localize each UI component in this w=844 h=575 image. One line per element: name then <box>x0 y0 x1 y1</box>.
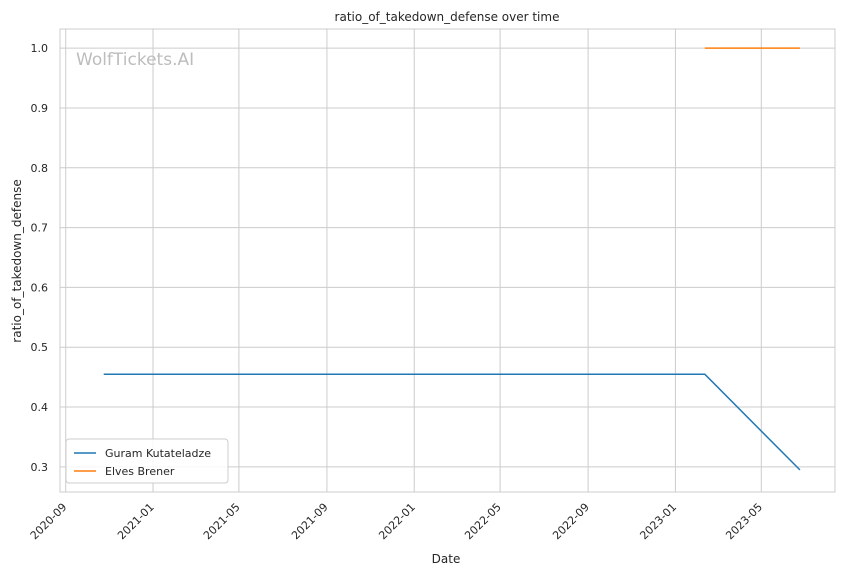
plot-area-frame <box>59 28 836 493</box>
x-tick-label: 2022-01 <box>376 501 418 543</box>
y-tick-label: 0.5 <box>31 341 49 354</box>
x-tick-label: 2021-05 <box>201 501 243 543</box>
y-tick-label: 0.6 <box>31 281 49 294</box>
watermark: WolfTickets.AI <box>76 50 194 70</box>
x-tick-label: 2022-05 <box>462 501 504 543</box>
legend-box <box>65 438 229 484</box>
y-axis-title: ratio_of_takedown_defense <box>10 179 24 342</box>
series-line-guram-kutateladze <box>103 373 801 471</box>
x-tick-label: 2021-01 <box>115 501 157 543</box>
x-tick-label: 2021-09 <box>289 501 331 543</box>
y-tick-label: 0.3 <box>31 461 49 474</box>
x-tick-label: 2020-09 <box>28 501 70 543</box>
legend: Guram Kutateladze Elves Brener <box>65 438 229 484</box>
y-tick-label: 0.7 <box>31 222 49 235</box>
y-tick-label: 0.4 <box>31 401 49 414</box>
x-axis-title: Date <box>432 552 461 566</box>
chart-title: ratio_of_takedown_defense over time <box>335 10 560 24</box>
series-lines <box>103 47 801 471</box>
grid <box>60 29 835 492</box>
y-tick-label: 0.9 <box>31 102 49 115</box>
x-tick-label: 2023-01 <box>638 501 680 543</box>
x-tick-label: 2022-09 <box>550 501 592 543</box>
y-tick-label: 1.0 <box>31 42 49 55</box>
legend-label-elves-brener: Elves Brener <box>105 465 175 478</box>
legend-label-guram-kutateladze: Guram Kutateladze <box>105 447 211 460</box>
x-tick-label: 2023-05 <box>723 501 765 543</box>
y-tick-label: 0.8 <box>31 162 49 175</box>
x-tick-labels: 2020-09 2021-01 2021-05 2021-09 2022-01 2022-… <box>28 501 765 543</box>
y-tick-labels: 0.3 0.4 0.5 0.6 0.7 0.8 0.9 1.0 <box>31 42 49 474</box>
